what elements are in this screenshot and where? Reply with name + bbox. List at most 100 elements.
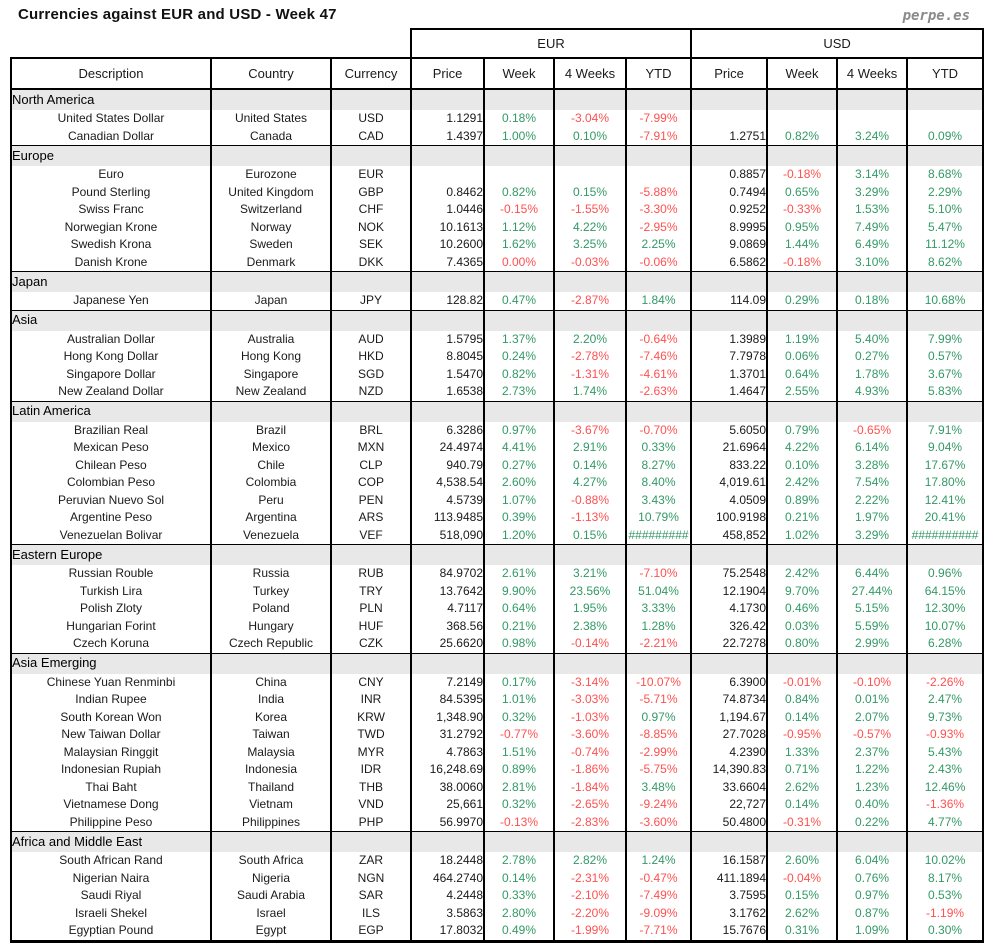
- section-fill-cell: [483, 831, 556, 852]
- section-name: North America: [10, 88, 212, 110]
- pct-cell: -0.14%: [553, 635, 628, 653]
- pct-cell: 3.29%: [836, 526, 909, 545]
- currency-row: Israeli Shekel Israel ILS 3.5863 2.80% -2.20%…: [10, 904, 984, 922]
- pct-cell: 0.84%: [766, 691, 839, 709]
- country-cell: Brazil: [210, 421, 332, 439]
- section-fill-cell: [906, 544, 984, 565]
- col-usd-4weeks: 4 Weeks: [836, 57, 909, 90]
- pct-cell: 12.46%: [906, 778, 984, 796]
- currency-row: Egyptian Pound Egypt EGP 17.8032 0.49% -1.99%…: [10, 922, 984, 943]
- section-fill-cell: [690, 400, 769, 422]
- pct-cell: 0.33%: [625, 439, 693, 457]
- currency-code-cell: PEN: [329, 491, 413, 509]
- price-cell: 10.2600: [410, 236, 486, 254]
- description-cell: Czech Koruna: [10, 635, 212, 653]
- description-cell: Singapore Dollar: [10, 365, 212, 383]
- price-cell: 128.82: [410, 292, 486, 310]
- pct-cell: 0.96%: [906, 565, 984, 583]
- description-cell: Peruvian Nuevo Sol: [10, 491, 212, 509]
- section-fill-cell: [690, 88, 769, 110]
- description-cell: Turkish Lira: [10, 582, 212, 600]
- price-cell: 15.7676: [690, 922, 769, 943]
- pct-cell: -0.18%: [766, 166, 839, 184]
- section-fill-cell: [836, 831, 909, 852]
- price-cell: 31.2792: [410, 726, 486, 744]
- price-cell: 14,390.83: [690, 761, 769, 779]
- pct-cell: -0.95%: [766, 726, 839, 744]
- pct-cell: -7.46%: [625, 348, 693, 366]
- section-fill-cell: [329, 88, 413, 110]
- pct-cell: 0.14%: [766, 796, 839, 814]
- section-fill-cell: [906, 831, 984, 852]
- pct-cell: 0.97%: [483, 421, 556, 439]
- pct-cell: 1.02%: [766, 526, 839, 545]
- pct-cell: 0.65%: [766, 183, 839, 201]
- pct-cell: -2.83%: [553, 813, 628, 832]
- currency-code-cell: MXN: [329, 439, 413, 457]
- section-fill-cell: [766, 652, 839, 674]
- price-cell: 4.5739: [410, 491, 486, 509]
- currency-row: Colombian Peso Colombia COP 4,538.54 2.60% 4.…: [10, 474, 984, 492]
- price-cell: 1.0446: [410, 201, 486, 219]
- pct-cell: 8.27%: [625, 456, 693, 474]
- country-cell: Hungary: [210, 617, 332, 635]
- col-eur-price: Price: [410, 57, 486, 90]
- pct-cell: 0.87%: [836, 904, 909, 922]
- pct-cell: 20.41%: [906, 509, 984, 527]
- pct-cell: -3.04%: [553, 110, 628, 128]
- price-cell: 0.8857: [690, 166, 769, 184]
- currency-code-cell: TRY: [329, 582, 413, 600]
- pct-cell: 1.51%: [483, 743, 556, 761]
- currency-code-cell: NGN: [329, 869, 413, 887]
- pct-cell: 0.49%: [483, 922, 556, 943]
- currency-code-cell: RUB: [329, 565, 413, 583]
- currency-row: Russian Rouble Russia RUB 84.9702 2.61% 3.21%…: [10, 565, 984, 583]
- pct-cell: -2.87%: [553, 292, 628, 310]
- col-eur-week: Week: [483, 57, 556, 90]
- pct-cell: 0.64%: [766, 365, 839, 383]
- pct-cell: -2.95%: [625, 218, 693, 236]
- pct-cell: 11.12%: [906, 236, 984, 254]
- currency-code-cell: CHF: [329, 201, 413, 219]
- section-name: Eastern Europe: [10, 544, 212, 565]
- section-fill-cell: [553, 309, 628, 331]
- section-fill-cell: [625, 145, 693, 166]
- pct-cell: 10.02%: [906, 852, 984, 870]
- section-fill-cell: [210, 88, 332, 110]
- currency-code-cell: ILS: [329, 904, 413, 922]
- section-fill-cell: [836, 88, 909, 110]
- price-cell: 22,727: [690, 796, 769, 814]
- description-cell: Thai Baht: [10, 778, 212, 796]
- section-fill-cell: [553, 831, 628, 852]
- pct-cell: -3.60%: [553, 726, 628, 744]
- section-fill-cell: [766, 400, 839, 422]
- pct-cell: 1.62%: [483, 236, 556, 254]
- pct-cell: 2.20%: [553, 330, 628, 348]
- price-cell: 6.5862: [690, 253, 769, 272]
- price-cell: 4.0509: [690, 491, 769, 509]
- pct-cell: 0.09%: [906, 127, 984, 146]
- currency-row: Polish Zloty Poland PLN 4.7117 0.64% 1.95% 3.3…: [10, 600, 984, 618]
- pct-cell: 10.68%: [906, 292, 984, 310]
- section-fill-cell: [210, 544, 332, 565]
- pct-cell: 3.29%: [836, 183, 909, 201]
- currency-code-cell: AUD: [329, 330, 413, 348]
- price-cell: 38.0060: [410, 778, 486, 796]
- section-fill-cell: [329, 400, 413, 422]
- section-row: Latin America: [10, 400, 984, 422]
- pct-cell: 0.89%: [483, 761, 556, 779]
- description-cell: United States Dollar: [10, 110, 212, 128]
- currency-row: Philippine Peso Philippines PHP 56.9970 -0.1…: [10, 813, 984, 832]
- col-currency: Currency: [329, 57, 413, 90]
- pct-cell: 2.73%: [483, 383, 556, 401]
- page-title: Currencies against EUR and USD - Week 47: [18, 6, 337, 23]
- description-cell: Norwegian Krone: [10, 218, 212, 236]
- price-cell: 833.22: [690, 456, 769, 474]
- pct-cell: -1.13%: [553, 509, 628, 527]
- pct-cell: 0.57%: [906, 348, 984, 366]
- section-fill-cell: [625, 88, 693, 110]
- pct-cell: 1.07%: [483, 491, 556, 509]
- pct-cell: 0.17%: [483, 673, 556, 691]
- pct-cell: 0.40%: [836, 796, 909, 814]
- pct-cell: 6.49%: [836, 236, 909, 254]
